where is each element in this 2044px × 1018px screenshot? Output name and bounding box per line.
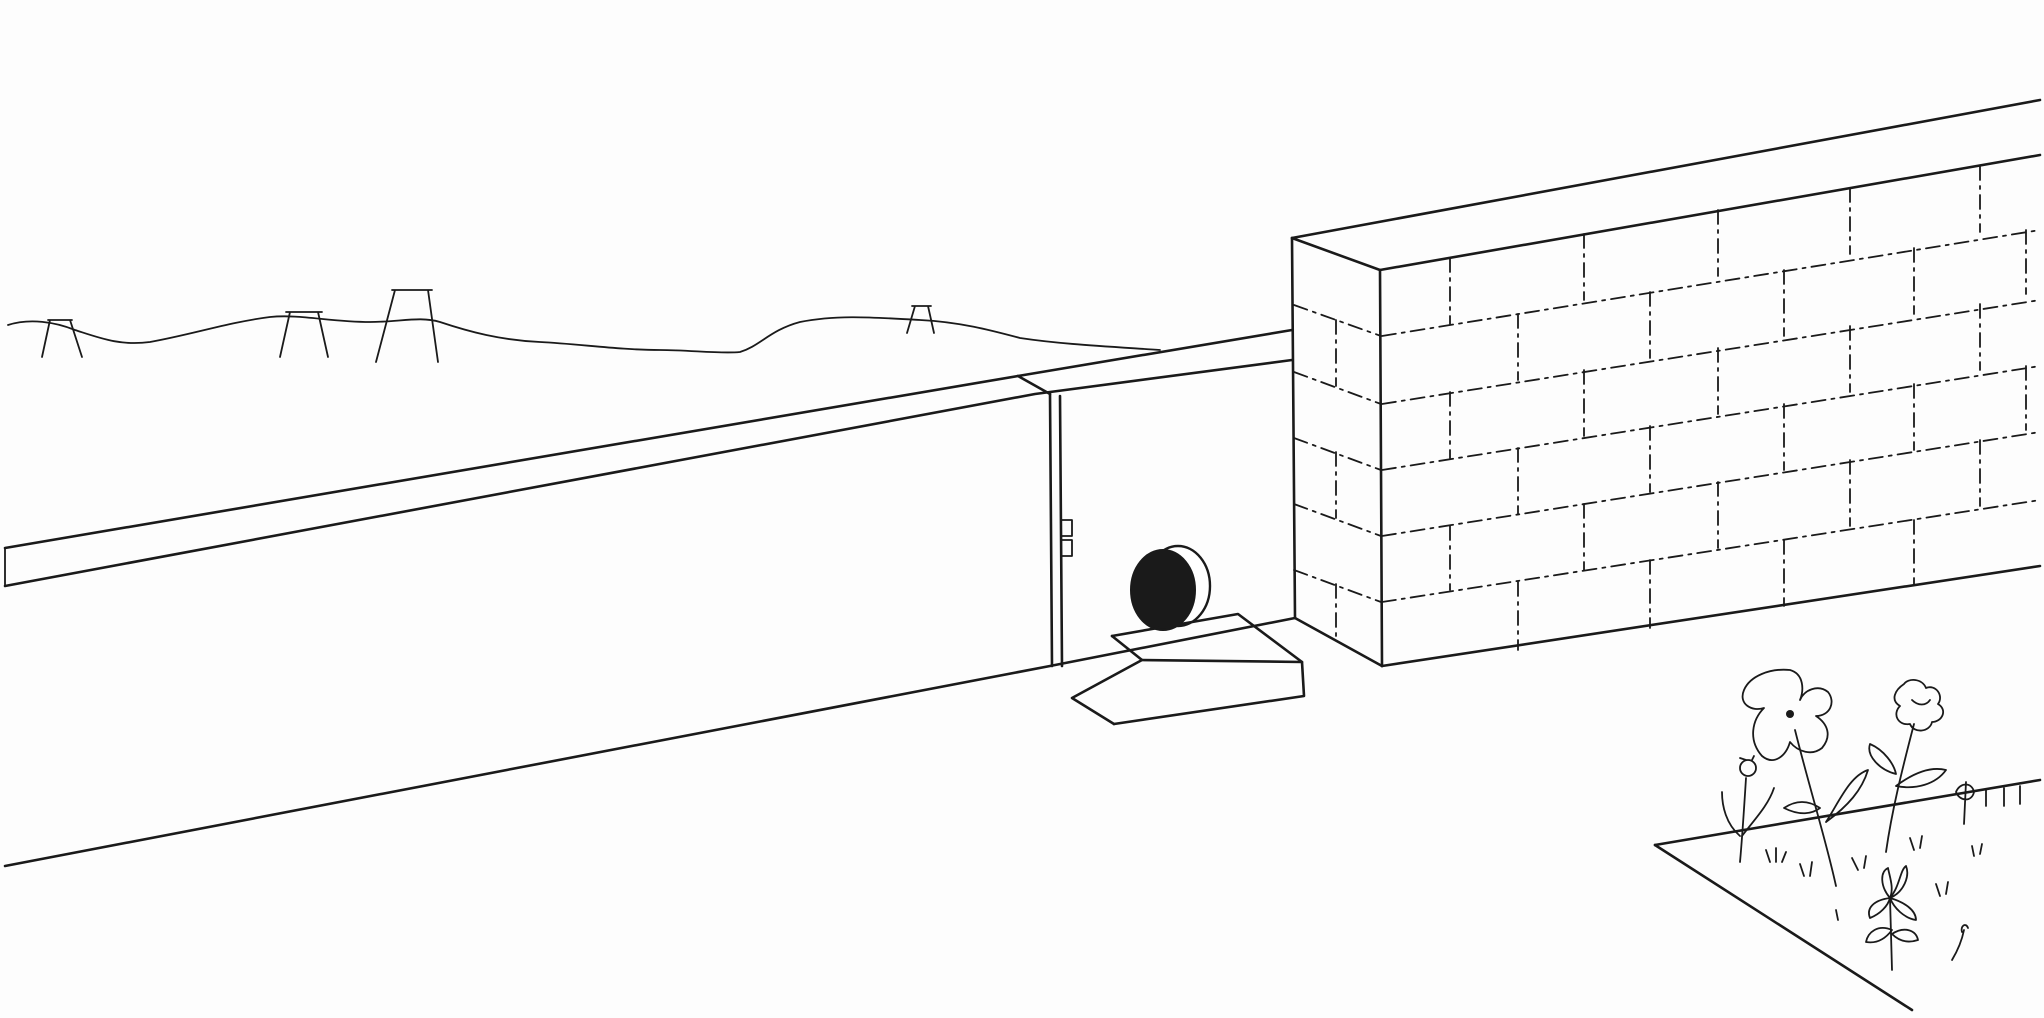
tower-2	[279, 311, 329, 358]
right-flower	[1868, 679, 1947, 853]
ramp	[1070, 612, 1306, 726]
tower-1	[41, 319, 83, 358]
bottom-flower	[1865, 865, 1919, 971]
distant-towers	[41, 289, 935, 363]
door-latch	[1061, 519, 1073, 557]
brick-wall	[1290, 98, 2042, 668]
grass-tufts	[1765, 781, 2021, 961]
small-flower	[1721, 755, 1775, 863]
flowers	[1721, 668, 2021, 971]
wall-joint	[1016, 374, 1064, 668]
black-ball	[1130, 544, 1212, 631]
hill-skyline	[7, 315, 1161, 354]
long-plain-wall	[3, 328, 1297, 868]
flower-bed	[1653, 778, 2042, 1012]
big-flower	[1741, 668, 1869, 887]
tower-4	[906, 305, 935, 334]
tower-3	[375, 289, 439, 363]
